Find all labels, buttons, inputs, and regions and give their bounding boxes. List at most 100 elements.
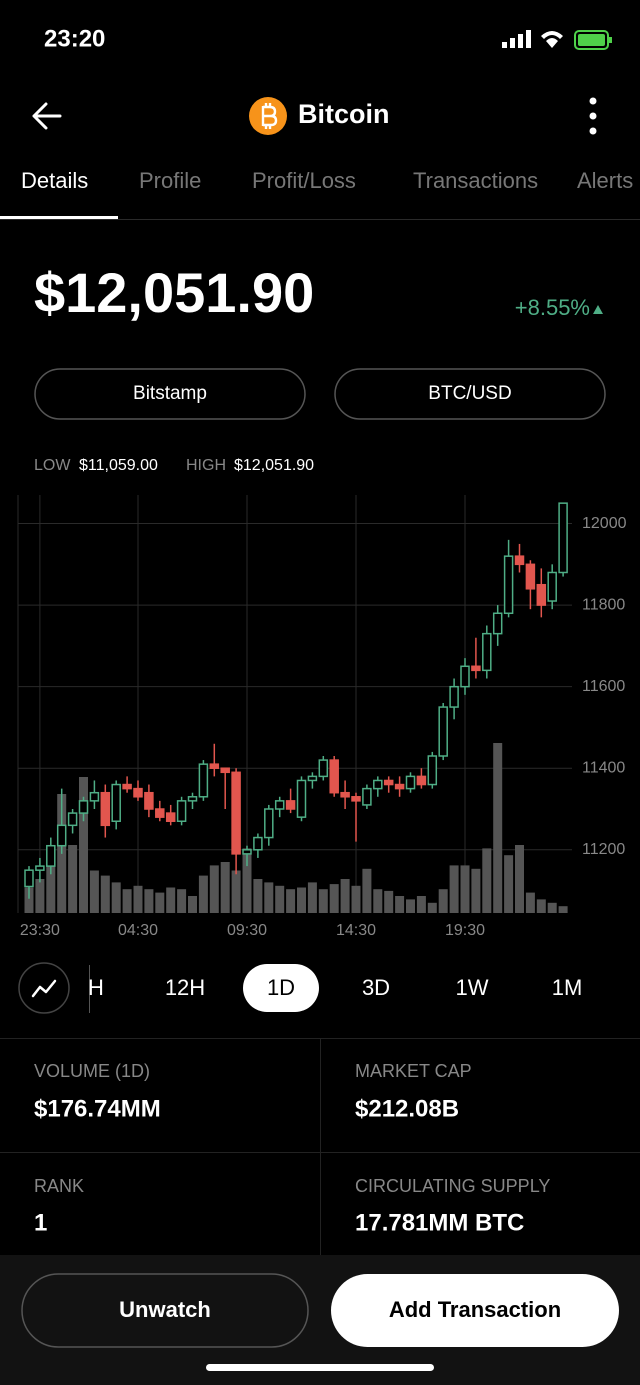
candle-body [394, 783, 405, 790]
tab-active[interactable]: Details [21, 168, 88, 193]
candle-body [35, 865, 45, 871]
volume-bar [373, 889, 383, 913]
unwatch-button[interactable] [21, 1273, 309, 1348]
unwatch-label: Unwatch [119, 1297, 211, 1322]
chart-type-button[interactable] [18, 962, 70, 1014]
volume-bar [122, 889, 132, 913]
separator [89, 965, 90, 1013]
signal-bar [518, 34, 523, 48]
tab[interactable]: Transactions [413, 168, 538, 193]
volume-bar [395, 896, 405, 913]
volume-bar [449, 865, 459, 913]
volume-bar [406, 899, 415, 913]
y-tick-label: 12000 [582, 515, 627, 532]
candle-body [78, 800, 89, 814]
tab[interactable]: Alerts [577, 168, 633, 193]
volume-bar [242, 848, 252, 913]
volume-bar [198, 875, 208, 913]
volume-bar [536, 899, 546, 913]
volume-bar [525, 892, 535, 913]
period-option[interactable]: 1M [552, 975, 583, 1000]
candle-body [427, 755, 438, 786]
high-value: $12,051.90 [234, 457, 314, 474]
volume-bar [362, 868, 372, 913]
candle-body [56, 824, 67, 847]
y-tick-label: 11400 [582, 759, 625, 776]
stat-label: RANK [34, 1176, 84, 1196]
candle-body [514, 555, 525, 566]
candle-body [558, 502, 568, 574]
divider [320, 1038, 321, 1255]
tab[interactable]: Profit/Loss [252, 168, 356, 193]
price-change: +8.55% [515, 295, 590, 320]
pair-label: BTC/USD [428, 383, 511, 404]
menu-dot [589, 97, 597, 105]
y-tick-label: 11600 [582, 678, 625, 695]
candle-body [471, 665, 481, 672]
candle-body [89, 791, 100, 802]
candle-body [187, 796, 198, 802]
stat-label: VOLUME (1D) [34, 1061, 150, 1081]
candle-body [307, 775, 318, 782]
tab[interactable]: Profile [139, 168, 201, 193]
line-icon [31, 979, 57, 998]
period-option[interactable]: 1D [267, 975, 295, 1000]
divider [0, 219, 640, 220]
candle-body [274, 800, 285, 810]
candle-body [525, 563, 536, 590]
add-transaction-label: Add Transaction [389, 1297, 561, 1322]
candle-body [536, 583, 547, 606]
volume-bar [46, 862, 56, 913]
volume-bar [253, 879, 263, 913]
low-label: LOW [34, 457, 71, 474]
candle-body [198, 763, 209, 798]
volume-bar [558, 906, 568, 913]
exchange-button[interactable] [34, 368, 306, 420]
candle-body [547, 571, 557, 602]
volume-bar [482, 848, 492, 913]
volume-bar [231, 870, 241, 913]
x-tick-label: 04:30 [118, 922, 158, 939]
period-option[interactable]: 12H [165, 975, 205, 1000]
page-title: Bitcoin [298, 99, 390, 129]
back-button[interactable] [32, 102, 62, 130]
menu-button[interactable] [589, 97, 597, 135]
candle-body [340, 791, 350, 798]
volume-bar [318, 889, 328, 913]
candle-body [362, 787, 372, 806]
candle-body [329, 759, 339, 794]
candle-body [111, 783, 121, 822]
add-transaction-button[interactable] [331, 1274, 619, 1347]
volume-bar [340, 879, 350, 913]
volume-bar [166, 887, 176, 913]
period-option[interactable]: 1W [456, 975, 489, 1000]
volume-bar [275, 885, 285, 913]
volume-bar [35, 879, 45, 913]
candle-body [242, 849, 252, 855]
candle-body [460, 665, 470, 688]
period-option[interactable]: H [88, 975, 104, 1000]
pair-button[interactable] [334, 368, 606, 420]
volume-bar [460, 865, 470, 913]
battery-level [578, 34, 605, 46]
volume-bar [329, 884, 339, 913]
volume-bar [188, 896, 197, 913]
candle-body [285, 800, 296, 810]
candle-body [264, 808, 274, 839]
volume-bar [220, 862, 230, 913]
status-time: 23:20 [44, 25, 105, 52]
volume-bar [307, 882, 317, 913]
stat-value: $176.74MM [34, 1095, 161, 1122]
price: $12,051.90 [34, 261, 314, 324]
candle-body [438, 706, 448, 757]
candle-body [383, 779, 394, 786]
candle-body [165, 812, 176, 822]
volume-bar [79, 777, 88, 913]
candle-body [133, 787, 143, 798]
period-option[interactable]: 3D [362, 975, 390, 1000]
candle-body [67, 812, 78, 827]
candle-body [492, 612, 503, 635]
signal-bar [502, 42, 507, 48]
chart: 11200 11400 11600 11800 12000 23:30 04:30 09:30… [17, 495, 627, 939]
